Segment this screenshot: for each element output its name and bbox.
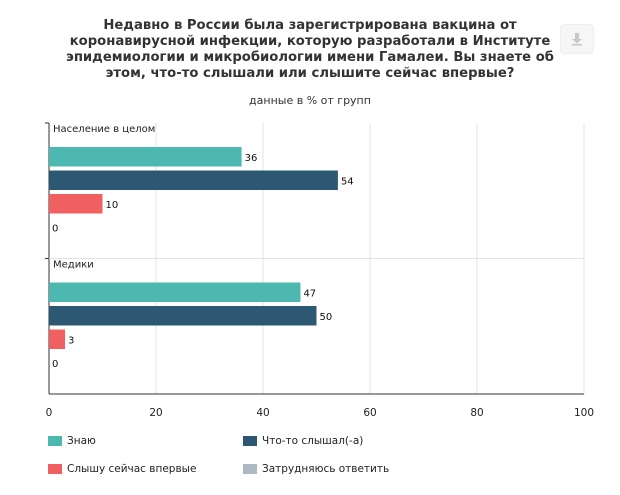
legend-item[interactable]: Знаю [48,434,96,448]
data-label: 54 [341,176,354,187]
chart-legend: Знаю Что-то слышал(-а) Слышу сейчас впервы… [48,434,588,480]
x-tick-label: 0 [46,407,53,419]
data-label: 36 [245,153,258,164]
download-icon [572,33,582,46]
legend-label: Знаю [67,435,96,447]
x-tick-label: 40 [256,407,269,419]
bar [49,282,301,302]
data-label: 3 [68,335,74,346]
data-label: 50 [320,312,333,323]
chart-subtitle: данные в % от групп [249,94,371,107]
bar [49,194,103,214]
bar [49,306,317,326]
legend-swatch [243,464,257,474]
chart-title: Недавно в России была зарегистрирована в… [66,18,554,81]
legend-item[interactable]: Затрудняюсь ответить [243,462,389,476]
x-tick-label: 20 [149,407,162,419]
x-tick-label: 80 [470,407,483,419]
legend-swatch [48,464,62,474]
category-label: Медики [53,260,94,271]
legend-item[interactable]: Слышу сейчас впервые [48,462,196,476]
bar [49,329,66,349]
legend-item[interactable]: Что-то слышал(-а) [243,434,363,448]
legend-label: Затрудняюсь ответить [262,463,390,475]
data-label: 0 [52,359,58,370]
data-label: 10 [106,200,119,211]
legend-swatch [48,436,62,446]
category-label: Население в целом [53,124,155,135]
data-label: 0 [52,223,58,234]
data-label: 47 [303,288,316,299]
legend-swatch [243,436,257,446]
bar [49,170,338,190]
legend-label: Что-то слышал(-а) [262,435,364,447]
x-tick-label: 100 [574,407,594,419]
x-tick-label: 60 [363,407,376,419]
bar [49,147,242,167]
export-button[interactable] [560,24,594,54]
legend-label: Слышу сейчас впервые [67,463,197,475]
